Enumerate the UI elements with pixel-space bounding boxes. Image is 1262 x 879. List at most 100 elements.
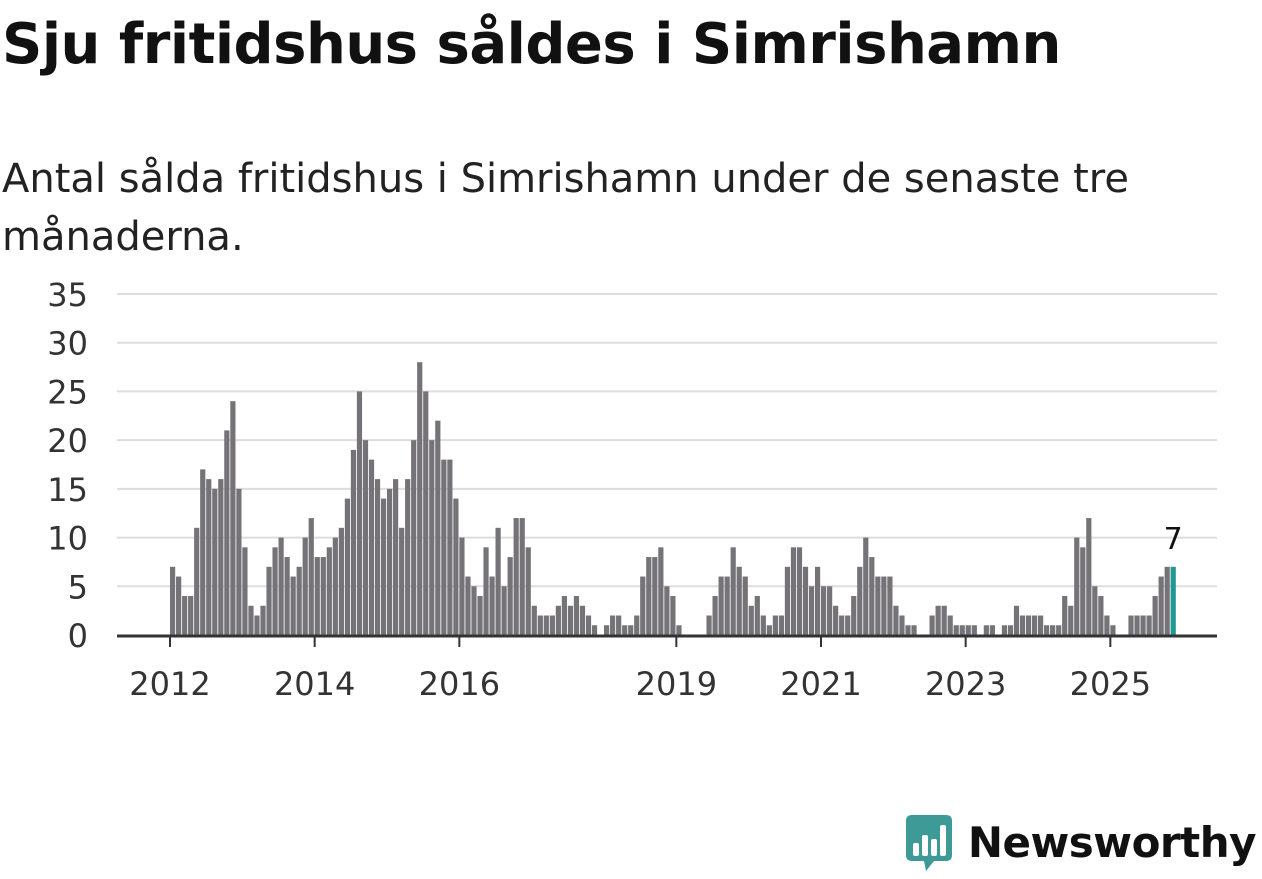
bar xyxy=(827,586,833,635)
bar xyxy=(724,576,730,635)
x-tick-label: 2016 xyxy=(419,665,500,703)
bar xyxy=(1104,615,1110,635)
bar xyxy=(742,576,748,635)
bar xyxy=(1098,596,1104,635)
bar xyxy=(266,566,272,635)
bar xyxy=(224,430,230,635)
x-tick-label: 2023 xyxy=(925,665,1006,703)
bar xyxy=(989,625,995,635)
bar xyxy=(543,615,549,635)
bar xyxy=(483,547,489,635)
bar xyxy=(839,615,845,635)
bar xyxy=(489,576,495,635)
bar xyxy=(929,615,935,635)
bar xyxy=(1013,605,1020,635)
y-tick-label: 15 xyxy=(47,471,88,509)
bar xyxy=(1068,605,1074,635)
x-tick-label: 2014 xyxy=(274,665,355,703)
bar xyxy=(887,576,893,635)
bar xyxy=(380,498,387,635)
bar xyxy=(417,362,423,635)
bar xyxy=(260,605,266,635)
bar xyxy=(320,557,326,635)
bar xyxy=(242,547,248,635)
y-tick-label: 35 xyxy=(47,276,88,314)
bar xyxy=(170,566,176,635)
bar xyxy=(248,605,254,635)
bar xyxy=(1086,518,1092,635)
bar xyxy=(393,479,399,635)
bar xyxy=(1134,615,1140,635)
bar xyxy=(429,440,435,635)
bar xyxy=(332,537,338,635)
bar xyxy=(567,605,574,635)
bar xyxy=(670,596,676,635)
bar xyxy=(513,518,519,635)
bar xyxy=(911,625,917,635)
bar xyxy=(579,605,586,635)
bar xyxy=(760,615,766,635)
bar xyxy=(308,518,314,635)
bar xyxy=(664,586,670,635)
bar xyxy=(941,605,947,635)
bar xyxy=(194,527,200,635)
bar xyxy=(549,615,555,635)
bar xyxy=(537,615,543,635)
bar xyxy=(808,586,815,635)
bar xyxy=(634,615,640,635)
x-tick-label: 2021 xyxy=(780,665,861,703)
bar xyxy=(1158,576,1164,635)
bar xyxy=(182,596,188,635)
bar xyxy=(561,596,568,635)
bar xyxy=(1062,596,1068,635)
bar xyxy=(754,596,760,635)
bar xyxy=(983,625,989,635)
bar xyxy=(784,566,791,635)
y-tick-label: 0 xyxy=(68,617,88,655)
bar xyxy=(447,459,453,635)
bar xyxy=(519,518,525,635)
bar xyxy=(1110,625,1116,635)
y-tick-label: 20 xyxy=(47,422,88,460)
bar xyxy=(622,625,628,635)
x-axis-ticks: 2012 2014 2016 2019 2021 2023 2025 xyxy=(129,637,1151,703)
bar xyxy=(296,566,302,635)
bar xyxy=(302,537,308,635)
y-tick-label: 5 xyxy=(68,568,88,606)
bar xyxy=(284,557,290,635)
bar xyxy=(1074,537,1080,635)
bar xyxy=(338,527,344,635)
bar xyxy=(766,625,772,635)
bar xyxy=(1050,625,1056,635)
y-axis-labels: 0 5 10 15 20 25 30 35 xyxy=(47,276,88,655)
bar xyxy=(501,586,507,635)
bar xyxy=(200,469,206,635)
bar xyxy=(814,566,821,635)
bar xyxy=(1080,547,1086,635)
value-annotation: 7 xyxy=(1164,522,1183,557)
bar xyxy=(1001,625,1008,635)
bar xyxy=(1164,566,1170,635)
bar xyxy=(206,479,212,635)
bar xyxy=(477,596,483,635)
bar xyxy=(272,547,278,635)
bar xyxy=(441,459,447,635)
bar xyxy=(833,605,839,635)
y-tick-label: 10 xyxy=(47,520,88,558)
newsworthy-logo-icon xyxy=(905,815,952,871)
bar xyxy=(453,498,459,635)
bar xyxy=(1019,615,1026,635)
bar xyxy=(1056,625,1062,635)
bar xyxy=(290,576,296,635)
bar xyxy=(1044,625,1050,635)
bar xyxy=(495,527,501,635)
bar xyxy=(748,605,754,635)
chart-subtitle: Antal sålda fritidshus i Simrishamn unde… xyxy=(2,156,1129,260)
bar xyxy=(399,527,405,635)
bar xyxy=(1038,615,1044,635)
bar xyxy=(585,615,592,635)
bar xyxy=(971,625,977,635)
annotations: 7 xyxy=(1164,522,1183,557)
bar xyxy=(718,576,724,635)
